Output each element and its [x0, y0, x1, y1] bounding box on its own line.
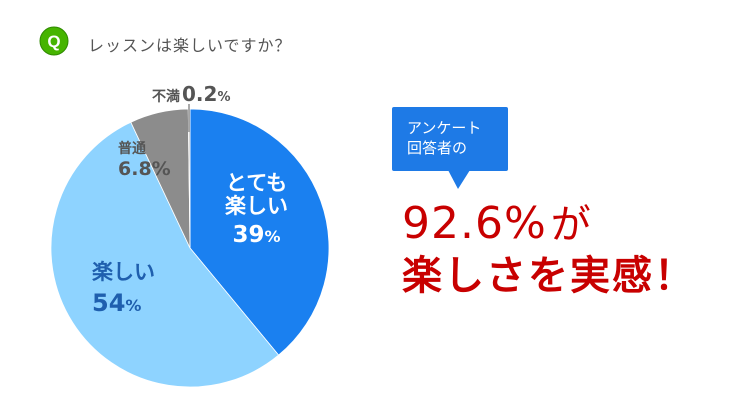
callout-line1: アンケート	[407, 119, 482, 137]
label-fuman-unit: %	[217, 90, 231, 105]
callout-line2: 回答者の	[407, 139, 468, 157]
label-futsu-value: 6.8%	[118, 158, 171, 180]
q-badge-icon: Q	[39, 26, 69, 56]
q-badge-letter: Q	[47, 32, 60, 51]
pie-slice-1	[50, 121, 280, 388]
label-fuman-value: 0.2	[182, 82, 218, 106]
headline-percent: 92.6%	[402, 198, 547, 249]
question-text: レッスンは楽しいですか？	[88, 36, 292, 55]
label-futsu-name: 普通	[118, 141, 146, 157]
label-tanoshii-value: 54	[92, 289, 126, 317]
label-totemo-unit: %	[264, 227, 281, 246]
label-totemo-line1: とても	[225, 171, 288, 195]
label-totemo-line2: 楽しい	[225, 194, 288, 218]
label-fuman: 不満 0.2%	[152, 84, 230, 104]
label-tanoshii-name: 楽しい	[92, 260, 155, 284]
callout-bubble	[392, 107, 508, 171]
label-totemo: とても 楽しい 39%	[225, 172, 288, 247]
headline-line2: 楽しさを実感！	[402, 253, 696, 299]
label-futsu: 普通 6.8%	[118, 142, 171, 179]
label-totemo-value: 39	[232, 222, 265, 248]
callout-text: アンケート 回答者の	[407, 118, 481, 158]
label-fuman-name: 不満	[152, 89, 180, 105]
callout-tail	[448, 170, 470, 189]
headline: 92.6% が 楽しさを実感！	[402, 202, 696, 299]
headline-suffix: が	[550, 202, 591, 248]
label-tanoshii: 楽しい 54%	[92, 260, 155, 317]
pie-slice-0	[189, 108, 330, 356]
label-tanoshii-unit: %	[125, 296, 142, 315]
